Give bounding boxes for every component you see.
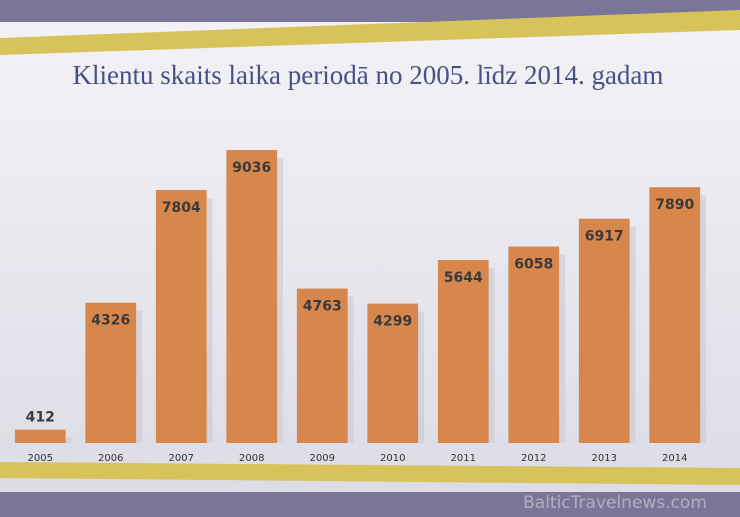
value-label: 4326 <box>91 313 130 329</box>
x-tick-label: 2014 <box>662 453 687 464</box>
bar <box>367 303 419 443</box>
bar <box>649 187 701 443</box>
bar <box>578 218 630 443</box>
value-label: 7804 <box>162 200 201 216</box>
x-tick-label: 2009 <box>310 453 335 464</box>
x-tick-label: 2010 <box>380 453 405 464</box>
bottom-band <box>0 462 740 485</box>
x-tick-label: 2011 <box>451 453 476 464</box>
watermark: BalticTravelnews.com <box>523 493 707 513</box>
x-tick-label: 2006 <box>98 453 123 464</box>
bar <box>155 189 207 443</box>
bar <box>85 302 137 443</box>
bar <box>296 288 348 443</box>
bar <box>14 429 66 443</box>
value-label: 4299 <box>373 314 412 330</box>
value-label: 6917 <box>585 229 624 245</box>
value-label: 9036 <box>232 160 271 176</box>
x-tick-label: 2012 <box>521 453 546 464</box>
top-band <box>0 10 740 55</box>
value-label: 6058 <box>514 257 553 273</box>
value-label: 5644 <box>444 270 483 286</box>
x-tick-label: 2013 <box>592 453 617 464</box>
value-label: 412 <box>26 410 55 426</box>
x-tick-label: 2005 <box>28 453 53 464</box>
x-tick-label: 2008 <box>239 453 264 464</box>
bar <box>437 259 489 443</box>
bar <box>226 150 278 443</box>
value-label: 7890 <box>655 197 694 213</box>
x-tick-label: 2007 <box>169 453 194 464</box>
chart-title: Klientu skaits laika periodā no 2005. lī… <box>73 60 664 90</box>
value-label: 4763 <box>303 299 342 315</box>
bar <box>508 246 560 443</box>
